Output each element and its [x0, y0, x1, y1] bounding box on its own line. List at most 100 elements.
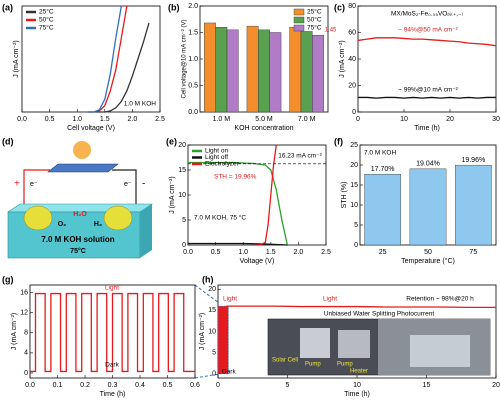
inset-title: Unbiased Water Splitting Photocurrent: [324, 311, 435, 318]
x-tick-label: 1.0 M: [213, 116, 231, 123]
x-tick-label: 0.5: [45, 116, 55, 123]
annotation: Dark: [105, 362, 119, 369]
bar: [364, 173, 401, 246]
annotation: Light: [323, 296, 337, 303]
chart-title: MX/MoS₂-Fe₀.₀₅VOₚᵢ₍₊,₋₎: [391, 11, 463, 18]
chart-panel: (a) 0.0 0.5 1.0 1.5 2.0 2.5 Cell voltage (V) J (…: [2, 2, 165, 131]
y-axis-label: J (mA cm⁻²): [169, 176, 176, 214]
bar: [215, 27, 228, 113]
x-tick-label: 1.0: [238, 249, 248, 256]
solar-panel: [47, 163, 119, 173]
y-tick-label: 25: [350, 142, 358, 149]
x-tick-label: 0: [356, 116, 360, 123]
y-tick-label: 1.5: [188, 29, 198, 36]
chart-panel: (b) 0.0 0.5 1.0 1.5 2.0 KOH concentration Cell …: [168, 2, 337, 131]
data-line: [188, 161, 288, 246]
bar: [258, 29, 270, 113]
annotation: ~ 99%@10 mA cm⁻²: [398, 87, 459, 94]
x-tick-label: 0.5: [163, 382, 173, 389]
x-tick-label: 1.5: [100, 116, 110, 123]
x-tick-label: 0.1: [53, 382, 63, 389]
y-tick-label: 4: [24, 350, 28, 357]
y-axis-label: Cell voltage@10 mA cm⁻² (V): [182, 20, 188, 99]
panel-label: (a): [2, 2, 13, 12]
x-tick-label: 5: [286, 382, 290, 389]
x-tick-label: 20: [492, 382, 500, 389]
x-axis-label: Time (h): [414, 125, 440, 132]
label: e⁻: [30, 181, 38, 188]
y-axis-label: J (mA cm⁻²): [11, 313, 18, 351]
diagram-d: (d) + e⁻ e⁻ - H₂O O₂ H₂ 7.0 M KOH soluti…: [2, 136, 153, 259]
y-tick-label: 8: [24, 330, 28, 337]
wire: [23, 169, 50, 210]
y-tick-label: 20: [350, 162, 358, 169]
x-axis-label: Cell voltage (V): [67, 125, 115, 132]
y-tick-label: 15: [350, 182, 358, 189]
bar: [409, 168, 447, 246]
y-tick-label: 15: [208, 307, 216, 314]
inset-label: Heater: [350, 369, 368, 375]
bar: [300, 31, 313, 113]
bar: [269, 32, 282, 113]
y-tick-label: 5: [354, 222, 358, 229]
sun: [73, 141, 91, 159]
y-tick-label: 0: [182, 242, 186, 249]
y-tick-label: 0: [354, 242, 358, 249]
y-tick-label: 60: [348, 29, 356, 36]
chart-panel: (c) 0 10 20 30 0 20 40 60 80 Time (h) J (mA cm⁻²) MX…: [334, 2, 500, 131]
chart-panel: (g) 0.0 0.1 0.2 0.3 0.4 0.5 0.6 0 4 8 12 16 Time (h) J…: [2, 274, 200, 397]
legend-label: 25°C: [39, 8, 54, 16]
x-tick-label: 0.4: [135, 382, 145, 389]
data-line: [88, 22, 150, 113]
connector: [194, 284, 220, 304]
panel-label: (f): [334, 136, 343, 146]
y-axis-label: J (mA cm⁻²): [13, 40, 20, 78]
label: H₂O: [73, 211, 87, 218]
legend-swatch: [293, 8, 305, 16]
data-line: [357, 37, 497, 47]
data-line: [88, 5, 123, 113]
label: H₂: [94, 221, 102, 228]
bar: [226, 29, 239, 113]
x-tick-label: 0.5: [211, 249, 221, 256]
y-tick-label: 1.0: [188, 56, 198, 63]
x-tick-label: 1.5: [266, 249, 276, 256]
wire: [112, 169, 137, 210]
x-tick-label: 2.0: [128, 116, 138, 123]
y-tick-label: 0: [352, 109, 356, 116]
y-tick-label: 10: [178, 192, 186, 199]
legend-label: 75°C: [39, 24, 54, 32]
bar: [455, 164, 492, 246]
panel-label: (g): [2, 274, 14, 284]
x-tick-label: 0.0: [183, 249, 193, 256]
y-tick-label: 0.5: [188, 82, 198, 89]
x-tick-label: 2.5: [321, 249, 331, 256]
legend-swatch: [293, 16, 305, 24]
electrode: [103, 205, 133, 231]
y-axis-label: STH (%): [341, 182, 348, 209]
value-label: 1.45: [325, 28, 337, 34]
x-axis-label: Time (h): [100, 391, 126, 398]
label: 7.0 M KOH solution: [41, 235, 114, 244]
y-tick-label: 16: [20, 289, 28, 296]
panel-label: (d): [2, 136, 14, 146]
data-line: [188, 242, 288, 246]
bar: [289, 27, 302, 113]
legend-label: 75°C: [307, 24, 322, 32]
y-axis-label: J (mA cm⁻²): [199, 313, 206, 351]
x-axis-label: Temperature (°C): [401, 257, 455, 265]
x-tick-label: 20: [446, 116, 454, 123]
annotation: Light: [105, 285, 119, 292]
data-line: [358, 96, 496, 99]
data-line: [254, 144, 277, 246]
x-tick-label: 25: [379, 249, 387, 256]
y-tick-label: 20: [178, 142, 186, 149]
x-axis-label: Voltage (V): [240, 258, 275, 265]
panel-label: (b): [168, 2, 180, 12]
legend-label: 50°C: [307, 16, 322, 24]
annotation: STH = 19.96%: [214, 174, 257, 181]
x-tick-label: 15: [423, 382, 431, 389]
chart-panel: (e) 0.0 0.5 1.0 1.5 2.0 2.5 0 5 10 15 20 Voltage (V)…: [166, 136, 331, 264]
inset-label: Pump: [337, 362, 353, 368]
